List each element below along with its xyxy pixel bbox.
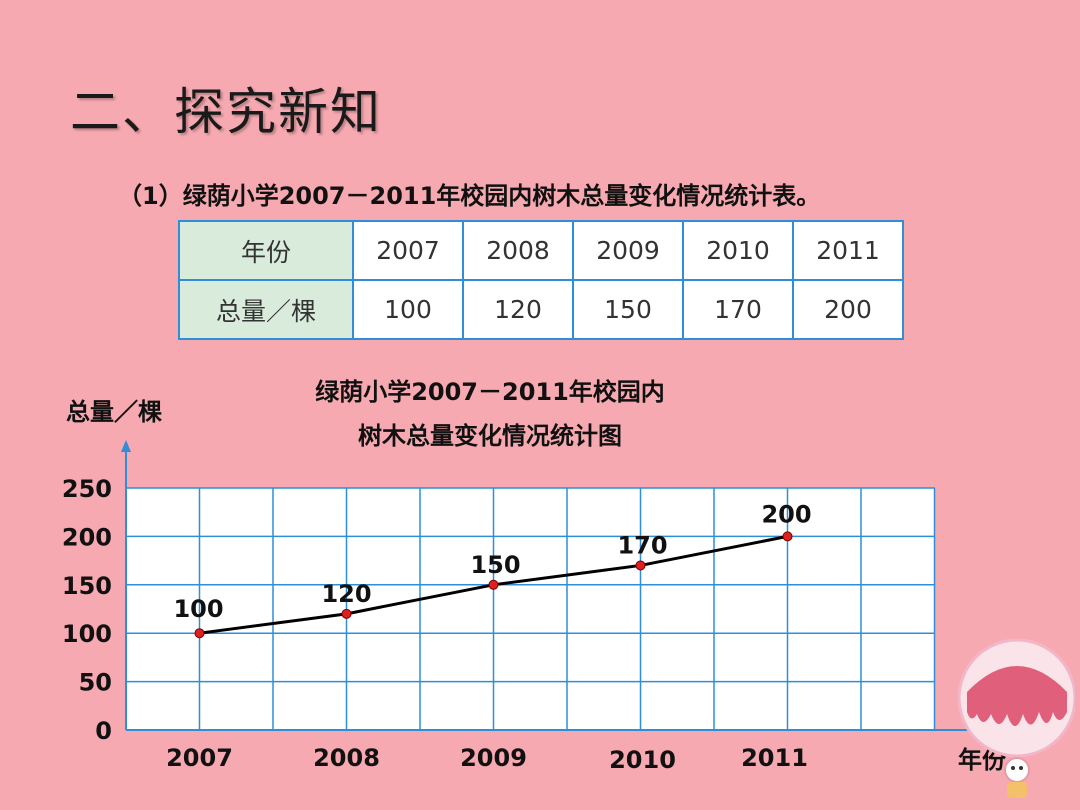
table-cell-total: 150 xyxy=(572,279,684,340)
ice-cream-decoration-icon xyxy=(957,638,1075,798)
table-cell-total: 120 xyxy=(462,279,574,340)
table-header-year: 年份 xyxy=(178,220,354,281)
chart-title: 绿荫小学2007－2011年校园内 树木总量变化情况统计图 xyxy=(250,370,730,458)
table-cell-total: 200 xyxy=(792,279,904,340)
x-tick-label: 2008 xyxy=(313,744,380,772)
data-point xyxy=(194,628,205,639)
y-axis-arrow xyxy=(121,440,131,452)
table-cell-year: 2007 xyxy=(352,220,464,281)
data-label: 150 xyxy=(470,551,520,579)
y-tick-label: 100 xyxy=(62,620,112,648)
table-cell-year: 2011 xyxy=(792,220,904,281)
data-point xyxy=(782,531,793,542)
page-title: 二、探究新知 xyxy=(70,83,382,141)
table-cell-total: 100 xyxy=(352,279,464,340)
y-axis-label: 总量／棵 xyxy=(66,398,162,426)
x-tick-label: 2009 xyxy=(460,744,527,772)
table-cell-total: 170 xyxy=(682,279,794,340)
y-tick-label: 50 xyxy=(79,669,112,697)
data-point xyxy=(635,560,646,571)
data-label: 200 xyxy=(761,500,811,528)
x-tick-label: 2010 xyxy=(609,746,676,774)
y-tick-label: 0 xyxy=(95,717,112,745)
table-cell-year: 2009 xyxy=(572,220,684,281)
table-row-totals: 总量／棵 100 120 150 170 200 xyxy=(178,279,904,340)
table-cell-year: 2008 xyxy=(462,220,574,281)
table-cell-year: 2010 xyxy=(682,220,794,281)
chart-title-line2: 树木总量变化情况统计图 xyxy=(358,422,622,450)
data-point xyxy=(488,579,499,590)
data-label: 100 xyxy=(173,595,223,623)
table-row-years: 年份 2007 2008 2009 2010 2011 xyxy=(178,220,904,281)
y-tick-label: 150 xyxy=(62,572,112,600)
chart-title-line1: 绿荫小学2007－2011年校园内 xyxy=(315,378,665,406)
y-tick-label: 200 xyxy=(62,523,112,551)
data-label: 120 xyxy=(321,580,371,608)
y-tick-label: 250 xyxy=(62,475,112,503)
x-tick-label: 2007 xyxy=(166,744,233,772)
data-label: 170 xyxy=(617,531,667,559)
x-tick-label: 2011 xyxy=(741,744,808,772)
plot-area xyxy=(126,488,935,730)
data-point xyxy=(341,608,352,619)
table-header-total: 总量／棵 xyxy=(178,279,354,340)
statistics-table: 年份 2007 2008 2009 2010 2011 总量／棵 100 120… xyxy=(178,220,904,340)
table-caption: （1）绿荫小学2007－2011年校园内树木总量变化情况统计表。 xyxy=(118,182,821,210)
